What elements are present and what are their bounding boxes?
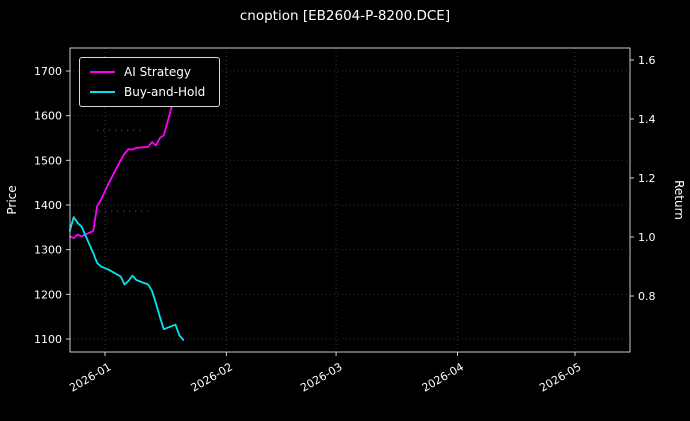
buy-and-hold-line-swatch [90, 91, 115, 93]
y-right-tick-label: 0.8 [638, 290, 656, 303]
y-right-tick-label: 1.2 [638, 172, 656, 185]
x-tick-label: 2026-03 [298, 360, 344, 394]
y-right-tick-label: 1.0 [638, 231, 656, 244]
ai-strategy-line-swatch [90, 71, 115, 73]
plot-border [69, 47, 631, 353]
y-right-tick-label: 1.4 [638, 113, 656, 126]
legend-item-buy-and-hold: Buy-and-Hold [90, 86, 205, 98]
x-tick-label: 2026-05 [537, 360, 583, 394]
chart-legend: AI Strategy Buy-and-Hold [79, 57, 221, 107]
legend-label: AI Strategy [124, 65, 191, 79]
chart-title: cnoption [EB2604-P-8200.DCE] [239, 8, 451, 24]
x-tick-label: 2026-04 [420, 360, 466, 394]
legend-item-ai-strategy: AI Strategy [90, 66, 205, 78]
y-right-tick-label: 1.6 [638, 54, 656, 67]
series-line-ai-strategy [68, 71, 181, 240]
y-left-tick-label: 1600 [34, 110, 62, 123]
legend-label: Buy-and-Hold [124, 85, 206, 99]
y-left-tick-label: 1300 [34, 244, 62, 257]
y-axis-label-left: Price [5, 185, 19, 214]
y-left-tick-label: 1700 [34, 65, 62, 78]
y-left-tick-label: 1400 [34, 199, 62, 212]
y-left-tick-label: 1100 [34, 333, 62, 346]
y-axis-label-right: Return [672, 180, 686, 220]
x-tick-label: 2026-02 [189, 360, 235, 394]
y-left-tick-label: 1200 [34, 288, 62, 301]
y-left-tick-label: 1500 [34, 154, 62, 167]
series-line-buy-and-hold [68, 216, 185, 341]
x-tick-label: 2026-01 [67, 360, 113, 394]
